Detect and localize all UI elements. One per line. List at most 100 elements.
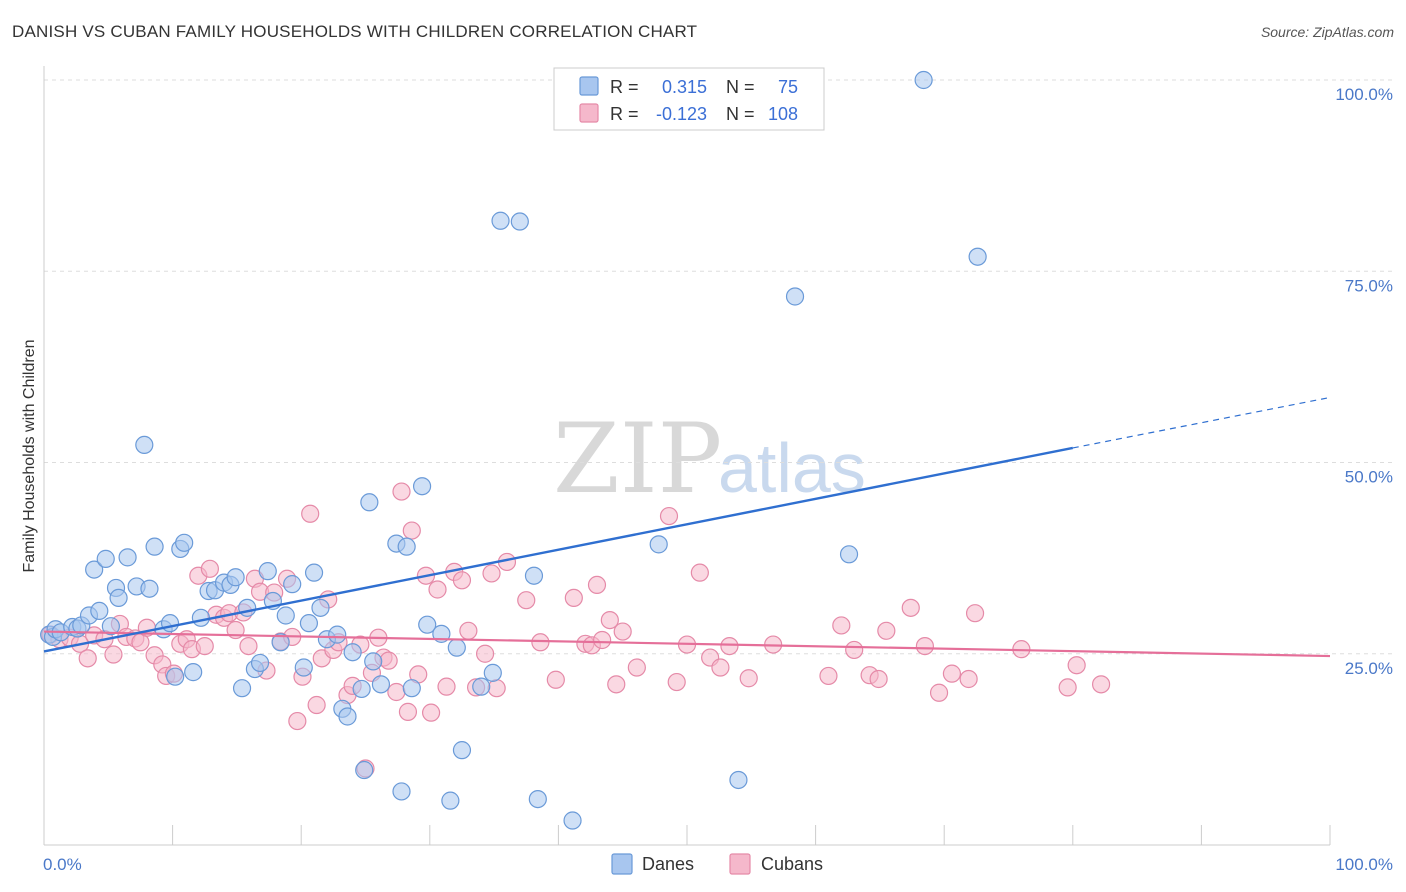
danes-point: [101, 617, 120, 636]
cubans-point: [959, 669, 978, 689]
danes-point: [371, 675, 391, 694]
danes-point: [355, 760, 374, 780]
cubans-point: [239, 636, 258, 656]
cubans-point: [711, 658, 730, 677]
danes-point: [343, 643, 362, 662]
cubans-point: [307, 695, 326, 715]
gridlines: [44, 79, 1392, 655]
legend-swatch-danes: [579, 76, 599, 96]
danes-point: [175, 533, 194, 552]
legend-swatch-cubans: [579, 103, 599, 123]
danes-trend-extension: [1072, 396, 1331, 449]
bottom-legend: Danes Cubans: [611, 853, 823, 875]
cubans-point: [546, 670, 565, 689]
cubans-point: [517, 591, 536, 610]
cubans-point: [915, 636, 935, 656]
y-tick-label: 100.0%: [1335, 85, 1393, 104]
danes-point: [418, 615, 437, 634]
cubans-point: [437, 677, 456, 696]
danes-point: [276, 606, 295, 625]
cubans-point: [398, 702, 418, 721]
danes-point: [85, 560, 104, 579]
cubans-point: [1091, 675, 1111, 694]
danes-trend-line: [43, 446, 1074, 653]
danes-point: [304, 563, 324, 582]
legend-n-label-cubans: N =: [726, 104, 755, 124]
danes-point: [729, 770, 748, 790]
danes-point: [392, 782, 411, 801]
danes-point: [109, 588, 128, 608]
danes-point: [968, 247, 987, 266]
cubans-point: [832, 616, 851, 635]
danes-point: [649, 535, 668, 554]
legend-frame: [553, 67, 825, 131]
danes-point: [96, 549, 115, 568]
bottom-legend-label-danes: Danes: [642, 854, 694, 874]
danes-point: [402, 679, 421, 698]
legend-r-value-cubans: -0.123: [656, 104, 707, 124]
cubans-point: [452, 571, 472, 590]
cubans-point: [482, 564, 501, 583]
cubans-point: [475, 644, 495, 663]
cubans-point: [690, 563, 709, 582]
cubans-point: [739, 669, 758, 688]
danes-point: [785, 287, 805, 306]
cubans-point: [845, 640, 864, 660]
danes-point: [90, 601, 109, 621]
danes-point: [191, 608, 210, 627]
cubans-point: [402, 521, 421, 540]
cubans-point: [819, 666, 838, 686]
watermark-atlas: atlas: [718, 429, 866, 507]
danes-point: [135, 435, 154, 455]
danes-point: [491, 211, 510, 230]
danes-point: [563, 811, 582, 830]
bottom-legend-swatch-cubans: [729, 853, 751, 875]
cubans-point: [288, 711, 307, 731]
cubans-point: [487, 679, 506, 698]
cubans-point: [428, 580, 447, 599]
cubans-point: [392, 482, 411, 501]
axes: [43, 66, 1331, 846]
legend-r-label-danes: R =: [610, 77, 639, 97]
danes-point: [914, 70, 933, 90]
danes-point: [140, 579, 159, 598]
trend-lines: [43, 396, 1331, 658]
danes-point: [412, 477, 432, 496]
y-axis-title: Family Households with Children: [21, 340, 38, 573]
cubans-point: [531, 633, 550, 652]
danes-point: [483, 663, 502, 682]
danes-point: [311, 598, 330, 617]
danes-point: [238, 598, 257, 617]
cubans-point: [627, 658, 646, 677]
danes-point: [118, 548, 137, 567]
cubans-point: [78, 649, 97, 668]
danes-point: [160, 614, 180, 633]
danes-point: [364, 652, 383, 671]
danes-point: [299, 614, 319, 633]
cubans-point: [965, 604, 985, 623]
cubans-point: [421, 703, 441, 722]
cubans-point: [587, 575, 607, 595]
x-tick-label-left: 0.0%: [43, 855, 82, 874]
cubans-point: [564, 588, 583, 608]
danes-point: [232, 679, 252, 698]
cubans-point: [929, 683, 949, 702]
cubans-point: [200, 559, 219, 578]
cubans-point: [613, 622, 632, 641]
cubans-point: [387, 682, 406, 702]
cubans-point: [379, 651, 398, 670]
cubans-point: [301, 504, 320, 523]
legend-n-label-danes: N =: [726, 77, 755, 97]
chart-title: DANISH VS CUBAN FAMILY HOUSEHOLDS WITH C…: [12, 22, 698, 41]
cubans-point: [667, 672, 686, 692]
cubans-point: [1058, 678, 1077, 697]
cubans-point: [459, 621, 478, 640]
danes-point: [283, 575, 302, 594]
y-tick-label: 75.0%: [1345, 276, 1393, 295]
cubans-point: [1067, 656, 1086, 675]
danes-point: [352, 679, 371, 699]
bottom-legend-label-cubans: Cubans: [761, 854, 823, 874]
danes-point: [839, 545, 859, 564]
danes-point: [258, 562, 277, 581]
danes-point: [360, 493, 379, 512]
